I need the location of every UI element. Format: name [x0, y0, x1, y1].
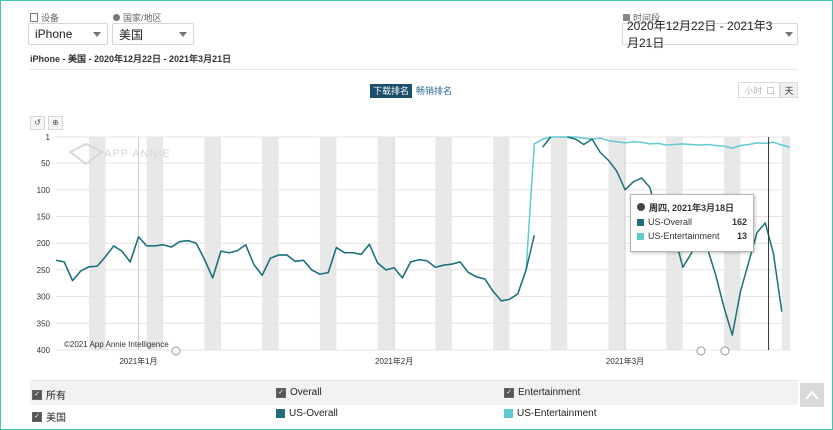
series-swatch — [637, 232, 644, 240]
series-swatch — [504, 409, 513, 418]
checkbox-checked-icon: ✓ — [276, 387, 286, 398]
legend-overall-toggle[interactable]: ✓ Overall — [276, 387, 322, 398]
daily-toggle[interactable]: 天 — [780, 82, 798, 98]
event-marker-icon[interactable] — [171, 346, 181, 356]
tab-grossing-rank[interactable]: 畅销排名 — [416, 86, 453, 96]
tooltip-header: 周四, 2021年3月18日 — [637, 200, 747, 214]
device-filter-label: 设备 — [30, 11, 59, 24]
checkbox-checked-icon: ✓ — [32, 389, 42, 400]
legend-series-entertainment[interactable]: US-Entertainment — [504, 408, 596, 419]
tooltip-series-name: US-Entertainment — [648, 231, 720, 241]
country-select[interactable]: 美国 — [112, 23, 194, 45]
hourly-toggle[interactable]: 小时 — [738, 82, 780, 98]
watermark: APP ANNIE — [68, 142, 171, 166]
y-tick-label: 400 — [37, 346, 51, 355]
device-checkbox-icon — [30, 13, 38, 22]
device-select[interactable]: iPhone — [28, 23, 108, 45]
legend-overall-label: Overall — [290, 387, 322, 398]
globe-icon — [637, 203, 645, 211]
page-subtitle: iPhone - 美国 - 2020年12月22日 - 2021年3月21日 — [30, 54, 232, 64]
device-label-text: 设备 — [41, 13, 60, 23]
legend-all-toggle[interactable]: ✓ 所有 — [32, 387, 66, 402]
tooltip-series-value: 13 — [736, 231, 747, 241]
y-tick-label: 50 — [41, 159, 50, 168]
copyright-text: ©2021 App Annie Intelligence — [64, 340, 169, 349]
tab-downloads-rank[interactable]: 下载排名 — [370, 84, 413, 98]
x-tick-label: 2021年1月 — [119, 356, 157, 366]
date-range-select[interactable]: 2020年12月22日 - 2021年3月21日 — [622, 19, 798, 50]
series-line-us-overall — [55, 235, 536, 302]
y-tick-label: 200 — [37, 239, 51, 248]
event-marker-icon[interactable] — [720, 346, 730, 356]
y-tick-label: 100 — [37, 186, 51, 195]
country-filter-label: 国家/地区 — [113, 11, 162, 24]
tooltip-row-overall: US-Overall 162 — [637, 215, 747, 229]
app-annie-logo-icon — [68, 142, 104, 166]
series-swatch — [637, 218, 644, 226]
legend-header-row: ✓ 所有 ✓ Overall ✓ Entertainment — [30, 380, 798, 405]
legend-series-row: ✓ 美国 US-Overall US-Entertainment — [30, 405, 798, 425]
legend-all-label: 所有 — [46, 391, 66, 402]
event-marker-icon[interactable] — [696, 346, 706, 356]
chevron-down-icon — [179, 31, 187, 37]
chart-tooltip: 周四, 2021年3月18日 US-Overall 162 US-Enterta… — [630, 194, 754, 252]
legend-series-entertainment-label: US-Entertainment — [517, 408, 597, 419]
divider — [30, 69, 798, 70]
y-tick-label: 250 — [37, 266, 51, 275]
country-label-text: 国家/地区 — [123, 13, 162, 23]
y-tick-label: 350 — [37, 319, 51, 328]
tooltip-series-value: 162 — [731, 217, 747, 227]
legend-series-overall-label: US-Overall — [289, 408, 338, 419]
zoom-icon[interactable]: ⊕ — [48, 116, 63, 130]
tooltip-series-name: US-Overall — [648, 217, 693, 227]
x-tick-label: 2021年3月 — [606, 356, 644, 366]
undo-icon[interactable]: ↺ — [30, 116, 45, 130]
legend-country-toggle[interactable]: ✓ 美国 — [32, 409, 66, 424]
tooltip-date: 周四, 2021年3月18日 — [649, 202, 735, 213]
y-tick-label: 1 — [46, 133, 51, 142]
checkbox-checked-icon: ✓ — [504, 387, 514, 398]
tooltip-row-entertainment: US-Entertainment 13 — [637, 229, 747, 243]
chevron-down-icon — [93, 31, 101, 37]
date-filter-label: 时间段 — [623, 11, 660, 24]
globe-icon — [113, 14, 120, 21]
scroll-to-top-button[interactable] — [800, 383, 824, 407]
series-swatch — [276, 409, 285, 418]
series-line-us-overall — [542, 136, 552, 148]
watermark-text: APP ANNIE — [104, 148, 171, 160]
legend-entertainment-toggle[interactable]: ✓ Entertainment — [504, 387, 580, 398]
calendar-icon — [623, 14, 630, 21]
x-tick-label: 2021年2月 — [375, 356, 413, 366]
date-range-value: 2020年12月22日 - 2021年3月21日 — [627, 19, 773, 50]
checkbox-checked-icon: ✓ — [32, 411, 42, 422]
legend-country-label: 美国 — [46, 413, 66, 424]
chevron-up-icon — [805, 390, 819, 400]
legend-entertainment-label: Entertainment — [518, 387, 581, 398]
hourly-label: 小时 — [744, 86, 763, 96]
legend-series-overall[interactable]: US-Overall — [276, 408, 338, 419]
country-select-value: 美国 — [119, 27, 144, 42]
date-label-text: 时间段 — [633, 13, 661, 23]
device-select-value: iPhone — [35, 27, 73, 41]
lock-icon — [766, 87, 774, 94]
chevron-down-icon — [785, 31, 793, 37]
y-tick-label: 150 — [37, 213, 51, 222]
y-tick-label: 300 — [37, 293, 51, 302]
